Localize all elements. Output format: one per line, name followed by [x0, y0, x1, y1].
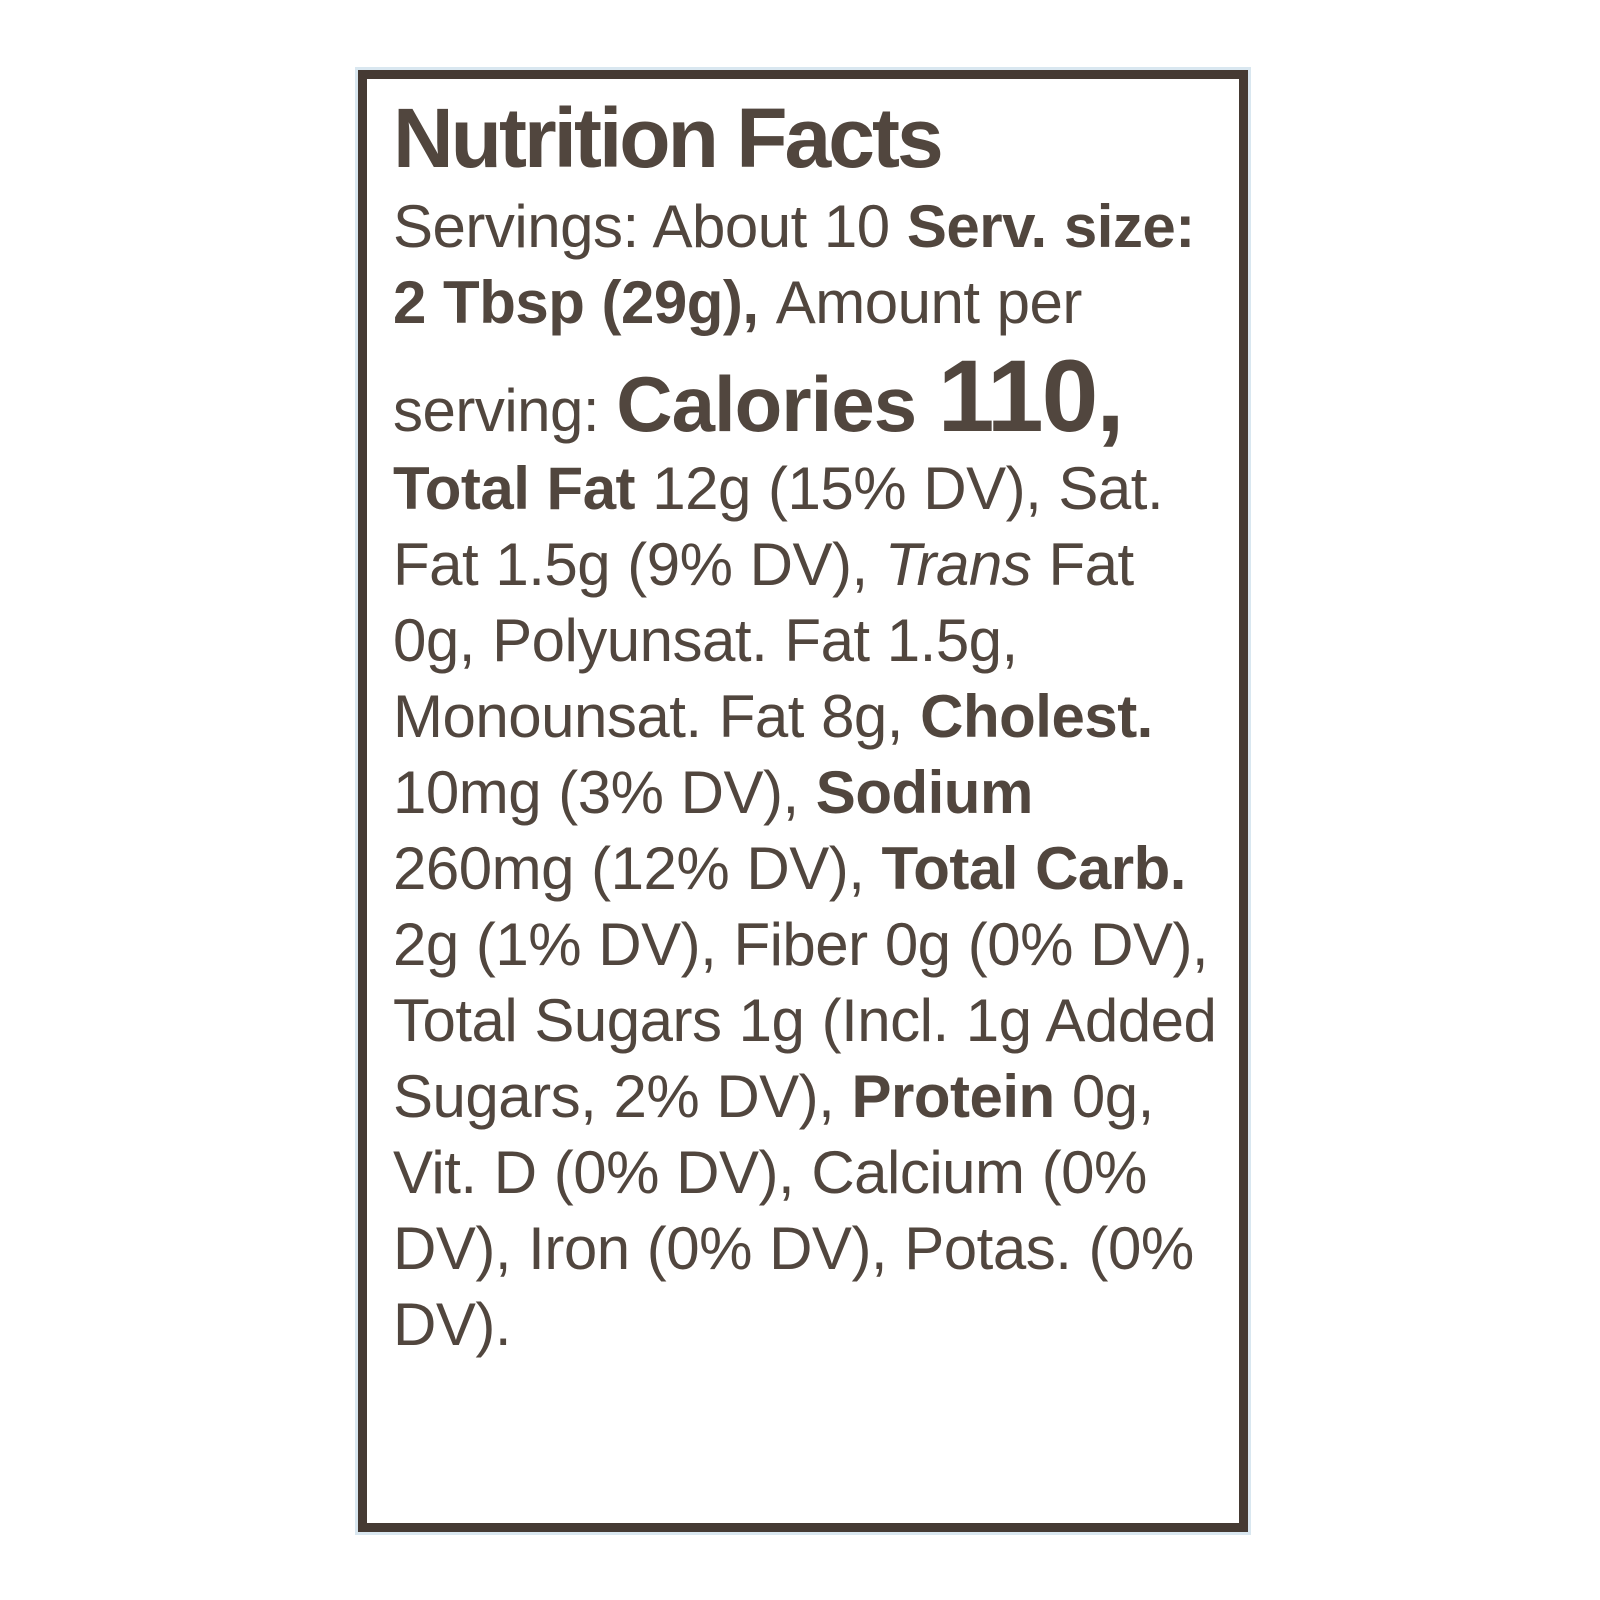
amount-per-serving-text: Amount per serving:	[393, 269, 1082, 445]
protein-and-micronutrient-values: 0g, Vit. D (0% DV), Calcium (0% DV), Iro…	[393, 1063, 1194, 1359]
trans-fat-and-unsat-values: Fat 0g, Polyunsat. Fat 1.5g, Monounsat. …	[393, 531, 1134, 751]
total-carb-values: 2g (1% DV), Fiber 0g (0% DV), Total Suga…	[393, 911, 1217, 1131]
cholesterol-value: 10mg (3% DV),	[393, 759, 816, 827]
calories-value: 110,	[937, 339, 1125, 454]
protein-label: Protein	[851, 1063, 1056, 1131]
total-fat-label: Total Fat	[393, 455, 653, 523]
sodium-value: 260mg (12% DV),	[393, 835, 882, 903]
trans-word: Trans	[884, 531, 1032, 599]
sodium-label: Sodium	[815, 759, 1034, 827]
cholesterol-label: Cholest.	[920, 683, 1153, 751]
total-fat-values: 12g (15% DV), Sat. Fat 1.5g (9% DV),	[393, 455, 1164, 599]
nutrition-facts-body: Servings: About 10 Serv. size: 2 Tbsp (2…	[393, 189, 1217, 1363]
total-carb-label: Total Carb.	[881, 835, 1187, 903]
serving-size-text: Serv. size: 2 Tbsp (29g),	[393, 193, 1195, 337]
calories-label: Calories	[616, 360, 938, 449]
servings-text: Servings: About 10	[393, 193, 907, 261]
nutrition-facts-title: Nutrition Facts	[393, 91, 944, 185]
nutrition-facts-label: Nutrition Facts Servings: About 10 Serv.…	[358, 70, 1248, 1532]
